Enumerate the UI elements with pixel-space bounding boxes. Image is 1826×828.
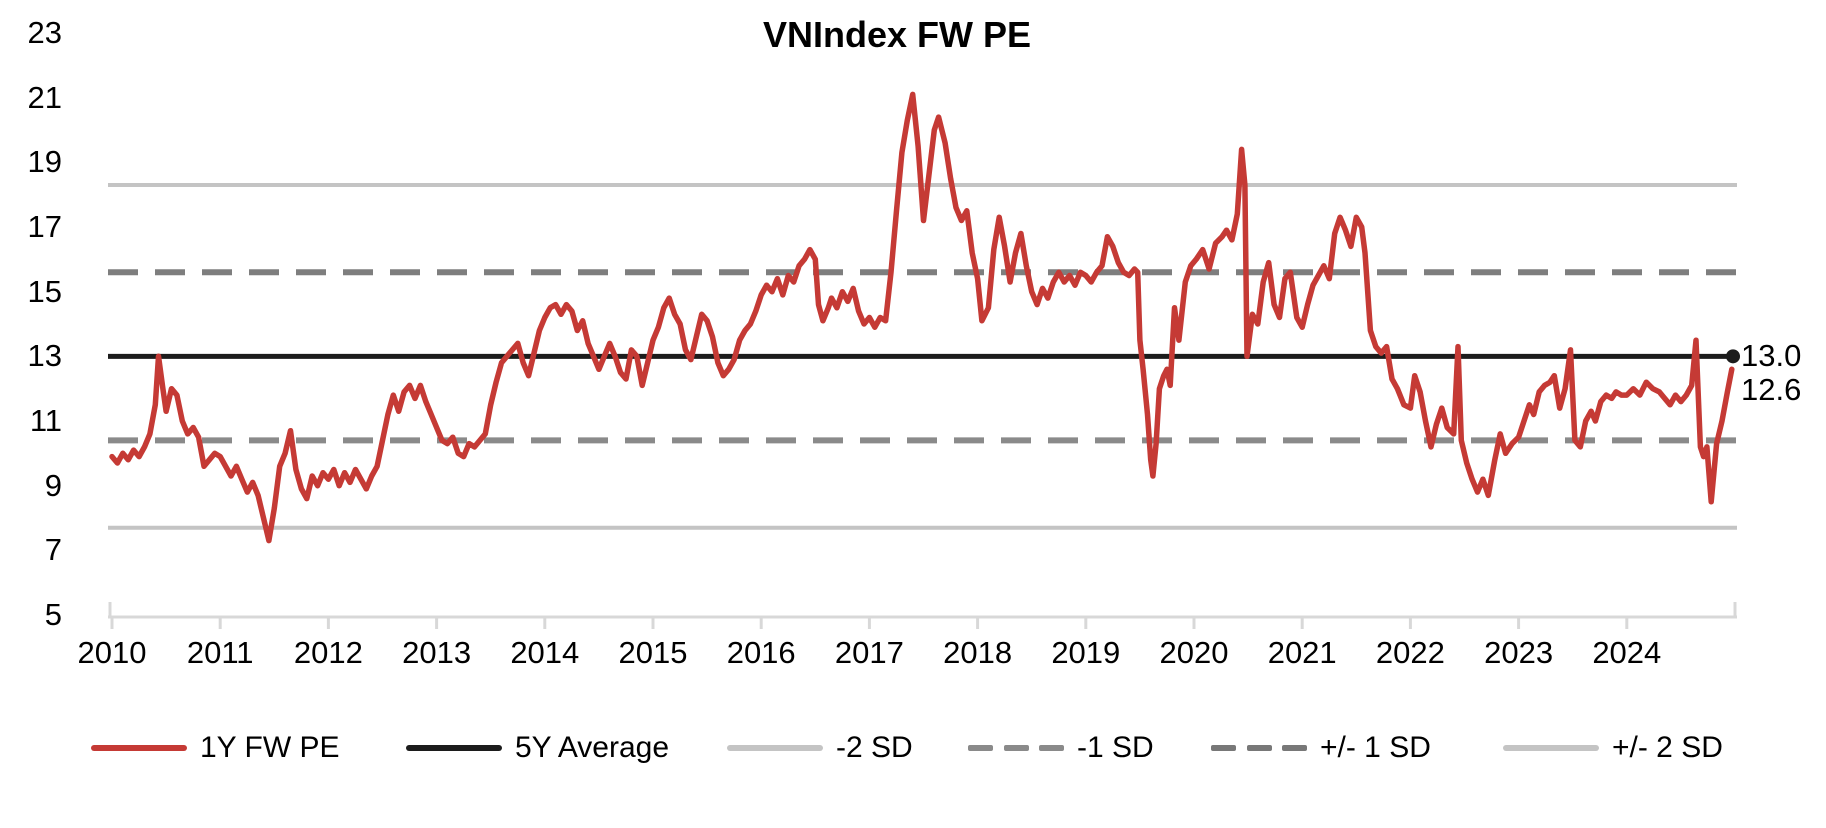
dashed-gray-line-swatch-icon [1211,745,1307,751]
x-axis-label: 2021 [1267,635,1337,670]
legend-label: 1Y FW PE [200,731,340,764]
x-axis-label: 2019 [1051,635,1121,670]
x-axis-label: 2011 [186,635,254,670]
legend-label: +/- 1 SD [1320,731,1431,764]
legend-item-1y-fw-pe: 1Y FW PE [91,726,339,770]
red-line-swatch-icon [91,745,187,751]
dash-segment [968,745,993,751]
y-axis-label: 11 [29,402,62,438]
dash-segment [1003,745,1029,751]
y-axis-label: 15 [27,273,62,309]
y-axis-label: 13 [27,338,62,374]
legend-label: -1 SD [1077,731,1154,764]
dash-segment [1039,745,1064,751]
y-axis-label: 7 [44,532,62,568]
y-axis-label: 5 [44,596,62,632]
dash-segment [1282,745,1307,751]
x-axis-label: 2018 [943,635,1013,670]
dash-segment [1211,745,1236,751]
legend-item-minus-1-sd: -1 SD [968,726,1154,770]
dash-segment [1246,745,1272,751]
fw-pe-series-line [109,91,1735,544]
legend-item-plus-minus-1-sd: +/- 1 SD [1211,726,1431,770]
light-gray-line-swatch-icon [727,745,823,751]
y-axis-label: 21 [27,79,62,115]
x-axis-label: 2023 [1484,635,1554,670]
x-axis-label: 2024 [1592,635,1662,670]
legend-item-plus-minus-2-sd: +/- 2 SD [1503,726,1723,770]
x-axis-label: 2012 [293,635,363,670]
x-axis-label: 2022 [1375,635,1445,670]
x-axis-label: 2020 [1159,635,1229,670]
y-axis-label: 23 [27,15,62,50]
legend-label: -2 SD [836,731,913,764]
light-gray-line-swatch-icon [1503,745,1599,751]
x-axis-label: 2016 [726,635,796,670]
x-axis-label: 2014 [510,635,580,670]
x-axis-label: 2013 [402,635,472,670]
chart-title: VNIndex FW PE [762,14,1032,55]
black-line-swatch-icon [406,745,502,751]
chart-legend: 1Y FW PE 5Y Average -2 SD -1 SD +/- 1 SD… [0,726,1826,770]
y-axis-label: 19 [27,144,62,180]
x-axis-label: 2017 [834,635,904,670]
legend-item-minus-2-sd: -2 SD [727,726,913,770]
average-line-end-dot [1726,349,1740,364]
legend-item-5y-average: 5Y Average [406,726,669,770]
legend-label: +/- 2 SD [1612,731,1723,764]
legend-label: 5Y Average [515,731,670,764]
x-axis-label: 2010 [77,635,147,670]
y-axis-label: 17 [27,208,62,244]
dashed-gray-line-swatch-icon [968,745,1064,751]
x-axis-label: 2015 [618,635,688,670]
latest-value-annotation: 12.6 [1741,372,1802,407]
y-axis-label: 9 [44,467,62,503]
average-value-annotation: 13.0 [1741,338,1802,373]
